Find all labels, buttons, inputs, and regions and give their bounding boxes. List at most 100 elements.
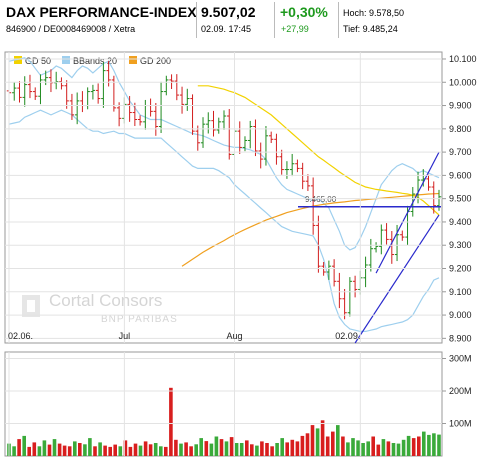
legend-gd200: GD 200 bbox=[140, 56, 171, 66]
day-low: Tief: 9.485,24 bbox=[343, 24, 398, 34]
volume-bar bbox=[295, 441, 300, 456]
volume-bar bbox=[143, 441, 148, 456]
trend-channel-lower bbox=[354, 214, 440, 344]
volume-bar bbox=[300, 435, 305, 456]
volume-bar bbox=[391, 443, 396, 456]
volume-bar bbox=[67, 446, 72, 457]
volume-bar bbox=[189, 446, 193, 457]
volume-bar bbox=[37, 446, 42, 457]
volume-tick-label: 100M bbox=[449, 419, 472, 429]
header-divider bbox=[274, 2, 275, 38]
volume-bar bbox=[17, 439, 21, 456]
volume-bar bbox=[401, 439, 406, 457]
bband-lower-line bbox=[8, 109, 440, 332]
price-tick-label: 9.000 bbox=[449, 310, 472, 320]
volume-bar bbox=[437, 434, 441, 456]
volume-bar bbox=[336, 425, 340, 456]
volume-bar bbox=[57, 443, 62, 456]
volume-bar bbox=[270, 446, 274, 457]
volume-bar bbox=[341, 436, 345, 456]
volume-bar bbox=[386, 441, 391, 456]
volume-bar bbox=[113, 444, 117, 456]
volume-bar bbox=[27, 446, 31, 456]
volume-bar bbox=[32, 442, 37, 456]
header-divider bbox=[338, 2, 339, 38]
volume-bar bbox=[245, 440, 249, 456]
volume-bar bbox=[234, 443, 239, 456]
price-tick-label: 10.100 bbox=[449, 54, 477, 64]
volume-bar bbox=[255, 445, 259, 456]
volume-bar bbox=[194, 444, 198, 456]
volume-bar bbox=[280, 438, 284, 456]
volume-bar bbox=[411, 438, 416, 456]
index-title: DAX PERFORMANCE-INDEX bbox=[6, 4, 197, 20]
quote-datetime: 02.09. 17:45 bbox=[201, 24, 252, 34]
volume-bar bbox=[310, 425, 315, 456]
volume-bar bbox=[219, 439, 224, 456]
price-tick-label: 8.900 bbox=[449, 333, 472, 343]
volume-bar bbox=[356, 440, 360, 456]
volume-bar bbox=[331, 431, 335, 456]
price-tick-label: 9.500 bbox=[449, 194, 472, 204]
volume-bar bbox=[78, 443, 82, 456]
volume-bar bbox=[305, 433, 310, 457]
volume-bar bbox=[214, 436, 219, 456]
volume-bar bbox=[98, 442, 102, 456]
volume-bar bbox=[159, 446, 163, 457]
cortal-consors-watermark: Cortal Consors BNP PARIBAS bbox=[22, 291, 177, 325]
price-tick-label: 9.600 bbox=[449, 170, 472, 180]
volume-bar bbox=[42, 440, 47, 456]
header-divider bbox=[196, 2, 197, 38]
volume-bar bbox=[204, 441, 209, 456]
support-line-label: 9.465,00 bbox=[305, 195, 337, 204]
watermark-text: Cortal Consors bbox=[49, 291, 162, 310]
volume-bar bbox=[346, 442, 350, 456]
volume-bar bbox=[52, 439, 57, 456]
volume-bar bbox=[73, 441, 77, 456]
chart-legend: GD 50 BBands 20 GD 200 bbox=[14, 56, 171, 66]
price-tick-label: 9.900 bbox=[449, 101, 472, 111]
volume-bar bbox=[417, 436, 421, 456]
volume-bar bbox=[184, 442, 188, 456]
volume-bar bbox=[406, 435, 411, 456]
legend-gd50: GD 50 bbox=[25, 56, 51, 66]
volume-bar bbox=[47, 444, 52, 456]
volume-bar bbox=[229, 437, 234, 456]
volume-bar bbox=[12, 446, 16, 457]
watermark-logo-inner bbox=[27, 300, 35, 312]
x-tick-label: Aug bbox=[226, 331, 242, 341]
change-percent: +0,30% bbox=[280, 4, 328, 20]
price-tick-label: 10.000 bbox=[449, 77, 477, 87]
quote-header: DAX PERFORMANCE-INDEX 846900 / DE0008469… bbox=[0, 0, 486, 40]
volume-bar bbox=[320, 420, 325, 457]
volume-bar bbox=[88, 438, 92, 456]
volume-bar bbox=[239, 443, 244, 456]
volume-bar bbox=[285, 442, 289, 456]
x-tick-label: 02.06. bbox=[8, 331, 33, 341]
price-tick-label: 9.700 bbox=[449, 147, 472, 157]
volume-bar bbox=[224, 441, 229, 456]
x-tick-label: 02.09. bbox=[335, 331, 360, 341]
volume-bar bbox=[351, 438, 355, 456]
volume-bar bbox=[396, 443, 401, 456]
volume-bar bbox=[381, 439, 386, 456]
volume-bar bbox=[128, 446, 133, 456]
volume-bar bbox=[376, 444, 381, 456]
volume-bar bbox=[315, 428, 320, 456]
volume-tick-label: 300M bbox=[449, 354, 472, 364]
legend-swatch-gd50 bbox=[14, 56, 22, 64]
volume-bar bbox=[422, 431, 426, 456]
price-tick-label: 9.200 bbox=[449, 264, 472, 274]
volume-plot-frame bbox=[4, 351, 443, 457]
volume-bar bbox=[260, 441, 264, 456]
price-tick-label: 9.800 bbox=[449, 124, 472, 134]
volume-bar bbox=[93, 446, 97, 457]
volume-bar bbox=[174, 439, 178, 457]
volume-bar bbox=[209, 443, 214, 456]
volume-bar bbox=[325, 436, 330, 456]
volume-bar bbox=[118, 446, 123, 457]
volume-bar bbox=[83, 444, 87, 456]
volume-bar bbox=[169, 387, 173, 457]
volume-bar bbox=[153, 443, 158, 456]
